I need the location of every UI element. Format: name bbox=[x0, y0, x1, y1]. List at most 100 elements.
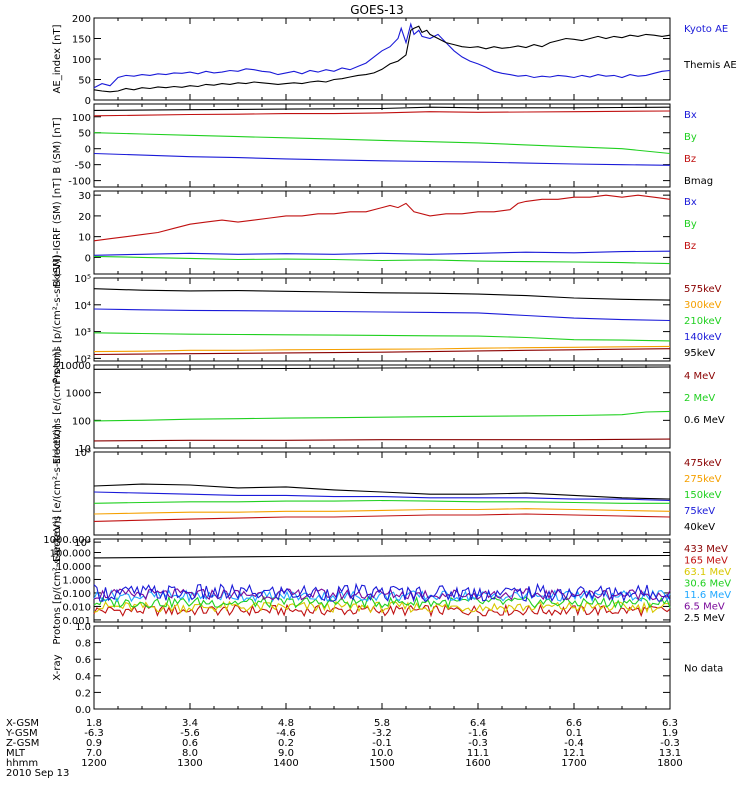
footer-value: 1700 bbox=[561, 758, 586, 769]
footer-value: 6.6 bbox=[566, 718, 582, 729]
series-line-bz bbox=[93, 110, 671, 117]
panel-bigrf: 0 10 20 30 B (SM)-IGRF (SM) [nT] Bx By Bz bbox=[52, 178, 697, 287]
y-axis-label: Electrons [e/(cm²-s-sr)] bbox=[52, 349, 63, 465]
y-tick-label: 10 bbox=[78, 233, 91, 244]
footer-value: 0.9 bbox=[86, 738, 102, 749]
footer-value: 9.0 bbox=[278, 748, 294, 759]
y-tick-label: 10⁴ bbox=[74, 538, 91, 549]
legend-entry: 11.6 MeV bbox=[684, 590, 731, 601]
footer-value: 1.9 bbox=[662, 728, 678, 739]
y-tick-label: 100 bbox=[72, 55, 91, 66]
series-line-bz bbox=[93, 194, 671, 242]
y-tick-label: 0 bbox=[85, 96, 91, 107]
y-axis-label: X-ray bbox=[52, 654, 63, 680]
y-tick-label: 10000 bbox=[59, 361, 91, 372]
y-axis-label: AE_index [nT] bbox=[52, 24, 63, 93]
y-axis-label: B (SM) [nT] bbox=[52, 117, 63, 173]
y-tick-label: 0 bbox=[85, 145, 91, 156]
y-tick-label: 1000 bbox=[66, 389, 91, 400]
legend-entry: 300keV bbox=[684, 300, 722, 311]
y-tick-label: 20 bbox=[78, 212, 91, 223]
series-line-2-mev bbox=[93, 410, 671, 422]
footer-value: 6.3 bbox=[662, 718, 678, 729]
series-line-2-5-mev bbox=[93, 582, 671, 603]
y-tick-label: 10⁵ bbox=[74, 448, 91, 459]
series-line-275kev bbox=[93, 508, 671, 515]
y-axis-label: Electrons [e/(cm²-s-sr-keV)] bbox=[52, 425, 63, 562]
footer-row-label: MLT bbox=[6, 748, 26, 759]
y-tick-label: 0.2 bbox=[75, 688, 91, 699]
y-tick-label: 0.0 bbox=[75, 705, 91, 716]
legend-entry: By bbox=[684, 219, 697, 230]
footer-value: -0.3 bbox=[468, 738, 488, 749]
legend-entry: 95keV bbox=[684, 348, 715, 359]
legend-entry: 30.6 MeV bbox=[684, 579, 731, 590]
panel-frame bbox=[93, 190, 671, 275]
panel-bsm: -100 -50 0 50 100 B (SM) [nT] Bx By Bz Bmag bbox=[52, 103, 713, 188]
series-line-75kev bbox=[93, 491, 671, 502]
legend-entry: 210keV bbox=[684, 316, 722, 327]
y-tick-label: 0.001 bbox=[62, 616, 91, 627]
footer-value: 4.8 bbox=[278, 718, 294, 729]
legend-entry: 433 MeV bbox=[684, 544, 728, 555]
footer-value: 1500 bbox=[369, 758, 394, 769]
y-tick-label: 0.010 bbox=[62, 602, 91, 613]
series-line-0-6-mev bbox=[93, 366, 671, 370]
series-line-by bbox=[93, 255, 671, 265]
series-line-165-mev bbox=[93, 603, 671, 618]
series-line-kyoto-ae bbox=[93, 22, 671, 89]
series-line-40kev bbox=[93, 483, 671, 500]
footer-value: 1.8 bbox=[86, 718, 102, 729]
y-tick-label: 10.000 bbox=[56, 562, 91, 573]
footer-row-label: Y-GSM bbox=[5, 728, 38, 739]
legend-entry: No data bbox=[684, 664, 723, 675]
footer-value: 8.0 bbox=[182, 748, 198, 759]
footer-value: 1300 bbox=[177, 758, 202, 769]
y-tick-label: 0.6 bbox=[75, 655, 91, 666]
footer-value: 12.1 bbox=[563, 748, 585, 759]
legend-entry: 475keV bbox=[684, 458, 722, 469]
y-tick-label: 0.100 bbox=[62, 589, 91, 600]
panel-frame bbox=[93, 364, 671, 449]
plot-title: GOES-13 bbox=[350, 3, 404, 17]
y-tick-label: 10⁴ bbox=[74, 301, 91, 312]
y-tick-label: 0.8 bbox=[75, 639, 91, 650]
series-line-bmag bbox=[93, 106, 671, 111]
ephemeris-footer: X-GSM 1.8 3.4 4.8 5.8 6.4 6.6 6.3 Y-GSM -6.3 -5.6 -… bbox=[5, 718, 683, 779]
series-line-bx bbox=[93, 152, 671, 166]
footer-value: 1600 bbox=[465, 758, 490, 769]
legend-entry: 2 MeV bbox=[684, 393, 715, 404]
footer-row-label: Z-GSM bbox=[6, 738, 39, 749]
series-line-by bbox=[93, 132, 671, 155]
footer-value: -0.4 bbox=[564, 738, 584, 749]
y-tick-label: 30 bbox=[78, 191, 91, 202]
y-tick-label: -100 bbox=[68, 177, 91, 188]
footer-date: 2010 Sep 13 bbox=[6, 768, 69, 779]
footer-value: 0.2 bbox=[278, 738, 294, 749]
series-line-433-mev bbox=[93, 554, 671, 559]
series-line-475kev bbox=[93, 513, 671, 522]
legend-entry: Kyoto AE bbox=[684, 24, 728, 35]
series-line-210kev bbox=[93, 332, 671, 342]
footer-value: -1.6 bbox=[468, 728, 488, 739]
y-tick-label: 10³ bbox=[74, 328, 91, 339]
y-tick-label: 100 bbox=[72, 113, 91, 124]
series-line-63-1-mev bbox=[93, 600, 671, 614]
series-line-95kev bbox=[93, 288, 671, 301]
series-line-575kev bbox=[93, 348, 671, 356]
y-tick-label: 10² bbox=[74, 354, 91, 365]
legend-entry: 63.1 MeV bbox=[684, 567, 731, 578]
y-axis-label: B (SM)-IGRF (SM) [nT] bbox=[52, 178, 63, 287]
y-axis-label: Protons [p/(cm²-s-sr-keV)] bbox=[52, 516, 63, 644]
y-tick-label: 0.4 bbox=[75, 672, 91, 683]
series-line-30-6-mev bbox=[93, 595, 671, 610]
series-line-6-5-mev bbox=[93, 587, 671, 602]
footer-value: -3.2 bbox=[372, 728, 392, 739]
footer-row-label: X-GSM bbox=[6, 718, 39, 729]
footer-value: 1400 bbox=[273, 758, 298, 769]
legend-entry: 75keV bbox=[684, 506, 715, 517]
footer-value: 10.0 bbox=[371, 748, 393, 759]
panel-frame bbox=[93, 625, 671, 710]
legend-entry: Bx bbox=[684, 197, 697, 208]
